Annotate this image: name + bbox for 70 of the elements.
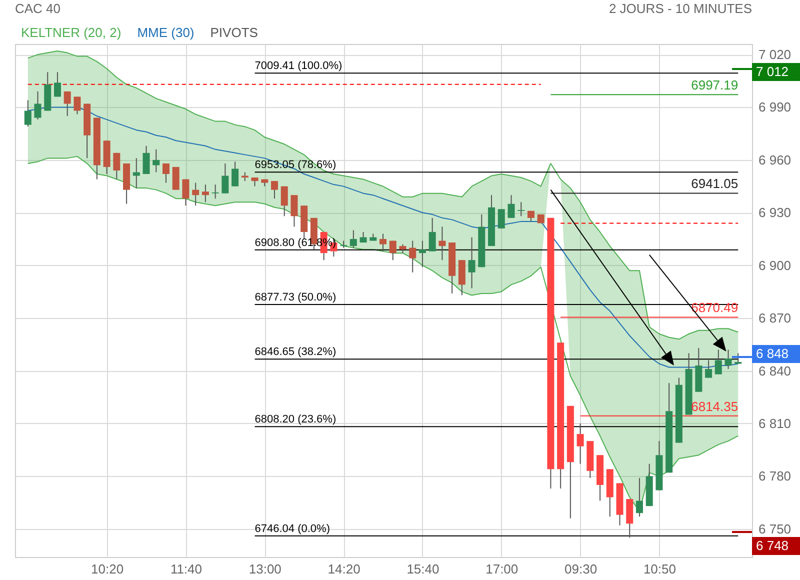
candlestick	[380, 233, 387, 252]
ref-line-label: 6 848	[752, 344, 800, 363]
candlestick	[438, 226, 446, 261]
candlestick	[34, 90, 42, 120]
candlestick	[636, 477, 643, 518]
candlestick	[222, 162, 229, 194]
y-tick-label: 6 780	[758, 468, 792, 484]
candlestick	[271, 180, 278, 200]
candlestick	[418, 240, 426, 268]
y-tick-label: 6 810	[758, 416, 792, 431]
x-tick-label: 10:20	[91, 562, 124, 576]
candlestick	[714, 349, 722, 375]
candlestick	[389, 240, 396, 261]
x-tick-label: 14:20	[328, 562, 360, 576]
y-tick-label: 7 020	[758, 47, 792, 62]
candlestick	[212, 184, 219, 200]
series-label: KELTNER (20, 2)	[20, 25, 122, 40]
candlestick	[705, 360, 712, 378]
x-tick-label: 15:40	[406, 562, 440, 576]
data-label: 6941.05	[691, 176, 738, 192]
candlestick	[64, 90, 71, 117]
data-label: 6877.73 (50.0%)	[254, 291, 336, 304]
candlestick	[172, 166, 180, 190]
candlestick	[498, 208, 505, 229]
candlestick	[280, 186, 288, 217]
x-tick-label: 10:50	[643, 562, 676, 576]
y-tick-label: 6 930	[758, 205, 792, 220]
chart-title: CAC 40	[15, 1, 61, 16]
y-tick-label: 6 960	[758, 152, 792, 168]
candlestick	[508, 194, 515, 218]
chart-subtitle: 2 JOURS - 10 MINUTES	[608, 1, 752, 16]
x-tick-label: 09:30	[564, 562, 598, 576]
candlestick	[24, 100, 32, 128]
y-tick-label: 6 870	[758, 310, 792, 326]
ref-line-label: 6 748	[752, 536, 800, 555]
y-tick-label: 6 990	[758, 100, 792, 115]
text: PIVOTS	[209, 25, 259, 40]
candlestick	[142, 145, 150, 175]
y-tick-label: 6 750	[758, 521, 792, 536]
candlestick	[202, 184, 209, 203]
x-tick-label: 11:40	[170, 562, 202, 576]
candlestick	[290, 194, 298, 228]
candlestick	[162, 162, 170, 184]
data-label: 6870.49	[691, 300, 738, 316]
candlestick	[350, 230, 357, 248]
candlestick	[152, 148, 160, 173]
y-tick-label: 6 900	[758, 258, 792, 273]
candlestick	[182, 178, 190, 206]
y-tick-label: 6 840	[758, 363, 792, 378]
candlestick	[518, 202, 525, 217]
candlestick	[54, 72, 61, 98]
candlestick	[576, 422, 584, 464]
candlestick	[74, 96, 81, 115]
candlestick	[132, 158, 140, 189]
candlestick	[192, 182, 200, 206]
candlestick	[113, 152, 120, 180]
data-label: 6997.19	[691, 78, 738, 93]
candlestick	[724, 349, 732, 370]
candlestick	[409, 240, 416, 273]
x-tick-label: 13:00	[248, 562, 282, 576]
candlestick	[428, 217, 436, 252]
candlestick	[468, 236, 476, 289]
data-label: 6746.04 (0.0%)	[254, 522, 330, 535]
data-label: 7009.41 (100.0%)	[254, 60, 342, 72]
text: MME (30)	[136, 25, 196, 40]
ref-line-label: 7 012	[752, 62, 800, 81]
data-label: 6846.65 (38.2%)	[254, 346, 336, 358]
x-tick-label: 17:00	[486, 562, 518, 576]
data-label: 6808.20 (23.6%)	[254, 414, 336, 426]
candlestick	[232, 161, 239, 187]
